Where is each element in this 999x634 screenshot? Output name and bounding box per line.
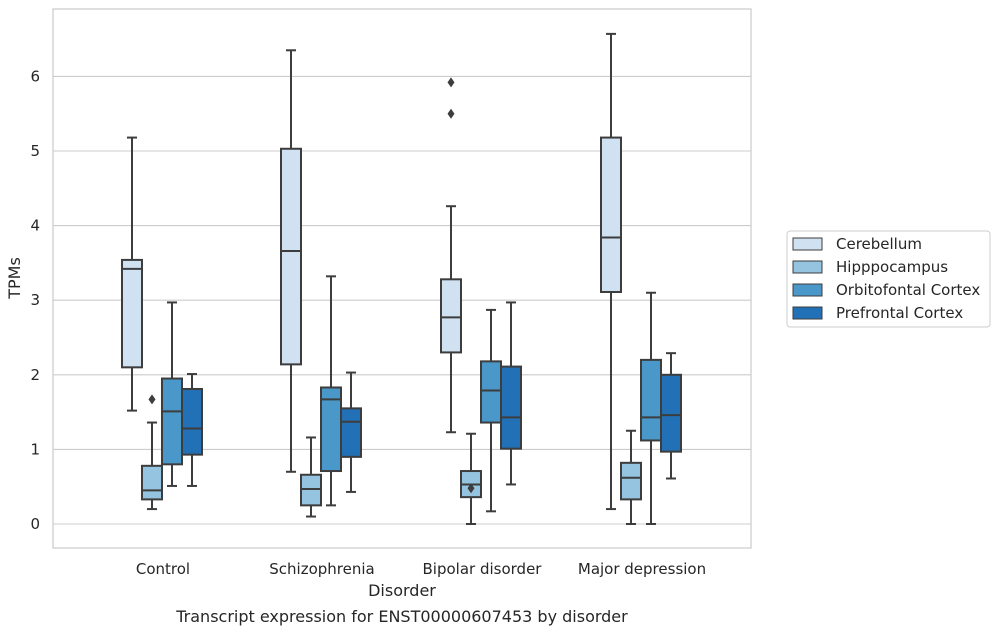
y-tick-label: 6 [30, 67, 40, 85]
box-cerebellum [600, 32, 622, 511]
legend: Cerebellum Hipppocampus Orbitofontal Corte… [786, 230, 991, 328]
box-prefrontal-cortex [340, 371, 362, 493]
box-hipppocampus [620, 429, 642, 525]
box-hipppocampus [300, 436, 322, 518]
box-iqr [660, 373, 682, 453]
legend-label: Orbitofontal Cortex [836, 281, 980, 299]
box-prefrontal-cortex [500, 301, 522, 486]
x-tick-label: Major depression [578, 560, 706, 578]
y-tick-label: 0 [30, 515, 40, 533]
box-iqr [340, 407, 362, 458]
box-hipppocampus [460, 432, 482, 525]
y-tick-label: 5 [30, 142, 40, 160]
box-hipppocampus [141, 394, 163, 511]
legend-swatch [792, 306, 823, 320]
x-axis-label: Disorder [368, 581, 436, 600]
box-iqr [121, 258, 143, 369]
y-tick-label: 1 [30, 440, 40, 458]
y-tick-label: 4 [30, 217, 40, 235]
box-iqr [480, 360, 502, 424]
box-orbitofontal-cortex [161, 301, 183, 487]
plot-area-border [52, 8, 752, 549]
box-iqr [161, 377, 183, 466]
y-axis-label: TPMs [5, 257, 24, 300]
box-iqr [280, 147, 302, 366]
box-cerebellum [121, 136, 143, 412]
box-iqr [500, 365, 522, 450]
box-prefrontal-cortex [181, 373, 203, 487]
legend-swatch [792, 237, 823, 251]
x-tick-label: Bipolar disorder [423, 560, 543, 578]
box-prefrontal-cortex [660, 352, 682, 480]
y-tick-label: 2 [30, 366, 40, 384]
outlier-point [148, 394, 156, 405]
legend-swatch [792, 260, 823, 274]
x-tick-label: Schizophrenia [269, 560, 374, 578]
legend-label: Prefrontal Cortex [836, 304, 963, 322]
box-iqr [600, 136, 622, 293]
legend-label: Hipppocampus [836, 258, 948, 276]
x-tick-label: Control [136, 560, 190, 578]
outlier-point [447, 108, 455, 119]
y-tick-label: 3 [30, 291, 40, 309]
outlier-point [467, 483, 475, 494]
box-cerebellum [440, 77, 462, 434]
outlier-point [447, 77, 455, 88]
legend-label: Cerebellum [836, 235, 922, 253]
box-iqr [440, 278, 462, 354]
box-iqr [620, 461, 642, 501]
box-cerebellum [280, 49, 302, 473]
box-iqr [181, 387, 203, 456]
box-layer [121, 32, 682, 525]
chart-title: Transcript expression for ENST0000060745… [175, 607, 628, 626]
legend-swatch [792, 283, 823, 297]
box-iqr [640, 358, 662, 442]
x-tick-labels: Control Schizophrenia Bipolar disorder Majo… [136, 560, 706, 578]
box-iqr [300, 473, 322, 507]
box-iqr [141, 464, 163, 501]
legend-frame [786, 230, 991, 328]
y-tick-labels: 0 1 2 3 4 5 6 [30, 67, 40, 533]
